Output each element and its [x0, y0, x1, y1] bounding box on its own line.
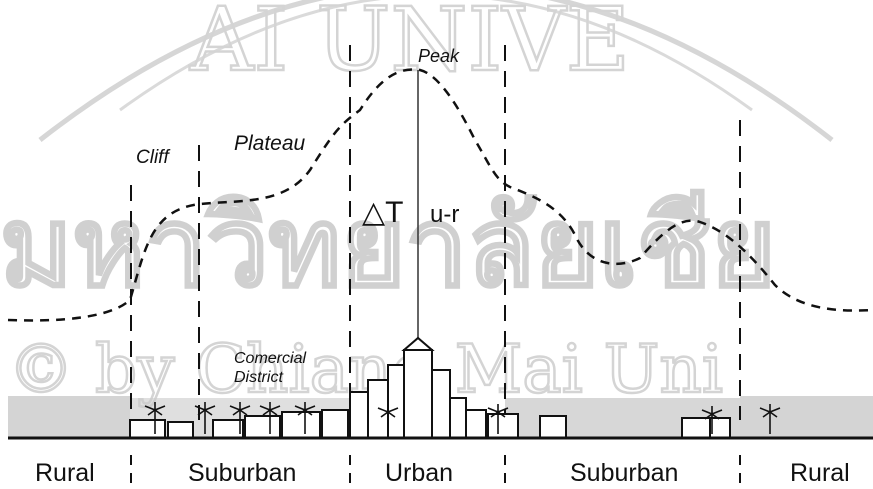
- suburban-house: [681, 417, 711, 439]
- commercial-district-label-line1: Comercial: [234, 350, 306, 367]
- zone-label-suburban-left: Suburban: [188, 459, 296, 487]
- urban-building: [367, 379, 389, 439]
- zone-boundaries: [130, 45, 741, 420]
- zone-labels: Rural Suburban Urban Suburban Rural: [35, 459, 850, 487]
- zone-label-rural-left: Rural: [35, 459, 95, 487]
- delta-t-label: △T: [362, 196, 403, 229]
- suburban-house: [212, 419, 244, 439]
- palm-tree-icon: [194, 402, 216, 434]
- palm-tree-icon: [259, 402, 281, 434]
- palm-tree-icon: [377, 404, 399, 434]
- suburban-house: [281, 411, 321, 439]
- palm-tree-icon: [701, 406, 723, 434]
- zone-label-rural-right: Rural: [790, 459, 850, 487]
- palm-tree-icon: [229, 402, 251, 434]
- suburban-house: [709, 417, 731, 439]
- zone-label-suburban-right: Suburban: [570, 459, 678, 487]
- suburban-house: [539, 415, 567, 439]
- vegetation-right: [740, 396, 873, 438]
- urban-building: [349, 391, 369, 439]
- urban-building: [431, 369, 451, 439]
- vegetation-band: [8, 396, 873, 438]
- palm-tree-icon: [294, 402, 316, 434]
- delta-t-suffix-label: u-r: [430, 201, 459, 228]
- zone-label-urban: Urban: [385, 459, 453, 487]
- suburban-house: [244, 415, 281, 439]
- palm-tree-icon: [487, 404, 509, 434]
- urban-building: [449, 397, 467, 439]
- vegetation-left: [8, 396, 130, 438]
- zone-label-separators: [130, 455, 741, 489]
- watermark-thai-text: มหาวิทยาลัยเชีย: [0, 183, 776, 311]
- cliff-label: Cliff: [136, 147, 170, 168]
- suburban-house: [167, 421, 194, 439]
- urban-tower-roof: [401, 336, 435, 351]
- urban-building: [403, 349, 433, 439]
- watermark-arc-inner: [119, 0, 753, 112]
- urban-building: [321, 409, 349, 439]
- palm-tree-icon: [144, 402, 166, 434]
- watermark-arc-outer: [38, 0, 834, 142]
- buildings: [129, 336, 731, 439]
- commercial-district-label-line2: District: [234, 369, 283, 386]
- suburban-house: [487, 413, 519, 439]
- temperature-profile-curve: [7, 68, 873, 322]
- watermark: AI UNIVE มหาวิทยาลัยเชีย © by Chiang Mai…: [0, 0, 834, 409]
- urban-building: [465, 409, 487, 439]
- urban-building: [387, 364, 405, 439]
- peak-label: Peak: [418, 46, 460, 66]
- suburban-house: [129, 419, 166, 439]
- palm-tree-icon: [759, 404, 781, 434]
- plateau-label: Plateau: [234, 132, 306, 155]
- palm-trees: [144, 402, 781, 434]
- watermark-arc-text: AI UNIVE: [189, 0, 630, 91]
